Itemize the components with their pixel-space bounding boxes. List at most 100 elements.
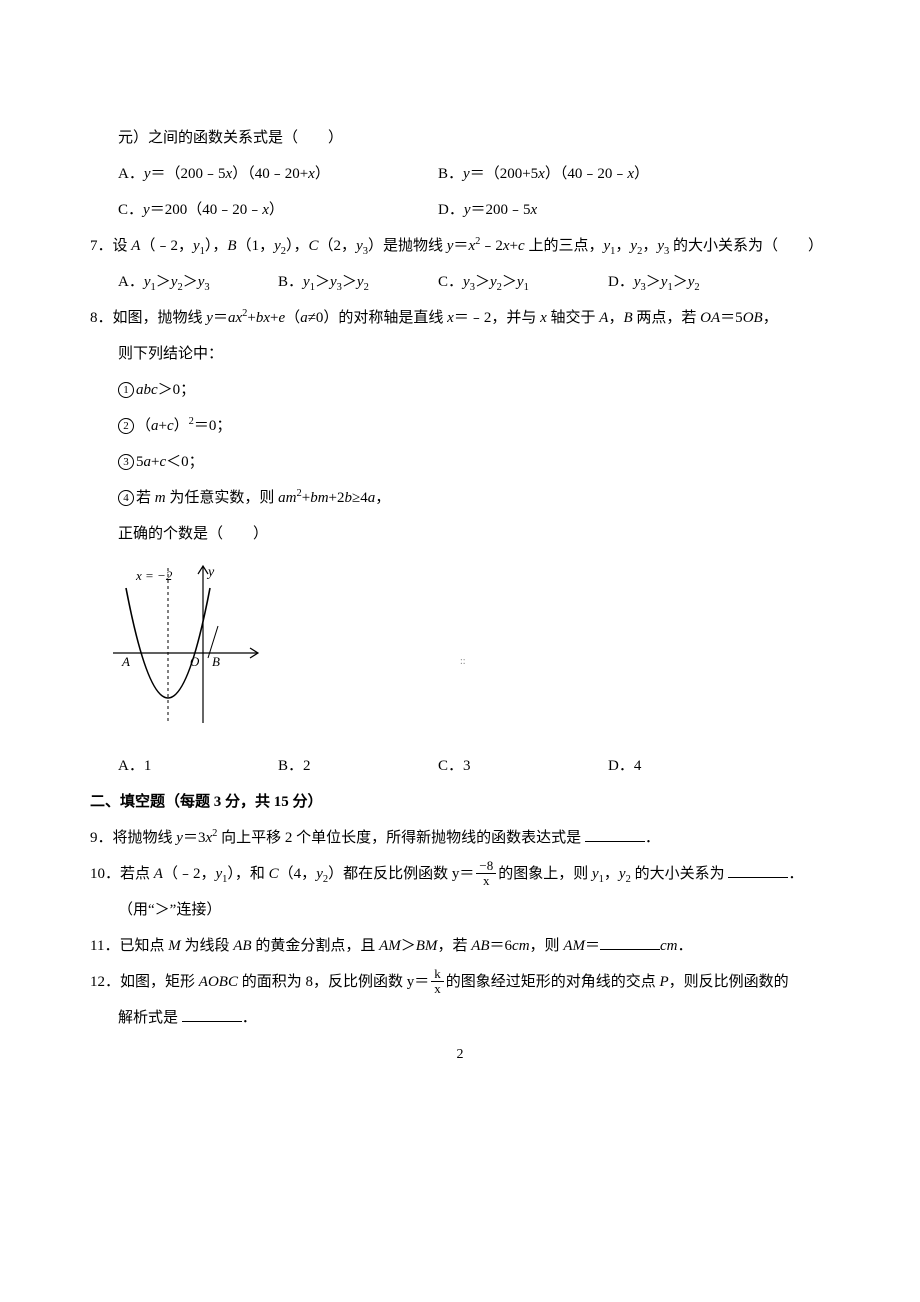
text: ）: [174, 418, 189, 434]
q6-option-c: C．y＝200（40﹣20﹣x）: [118, 192, 438, 228]
unit: cm: [660, 938, 678, 954]
text: 如图，矩形: [120, 974, 199, 990]
text: ＜0；: [166, 454, 204, 470]
text: ＝200（40﹣20﹣: [150, 202, 263, 218]
text: 如图，抛物线: [113, 310, 207, 326]
q8-option-a: A．1: [118, 748, 278, 784]
math-var: y: [463, 274, 470, 290]
frac-num: k: [431, 967, 444, 982]
text: （4，: [279, 866, 317, 882]
text: +: [510, 238, 518, 254]
q6-options-row2: C．y＝200（40﹣20﹣x） D．y＝200﹣5x: [90, 192, 830, 228]
text: ＞: [502, 274, 517, 290]
math-var: AB: [471, 938, 489, 954]
math-var: b: [345, 490, 353, 506]
text: +: [159, 418, 167, 434]
text: ），: [205, 238, 228, 254]
opt-label: C．: [118, 202, 143, 218]
q7-options: A．y1＞y2＞y3 B．y1＞y3＞y2 C．y3＞y2＞y1 D．y3＞y1…: [90, 264, 830, 300]
text: 为线段: [181, 938, 234, 954]
text: +: [270, 310, 278, 326]
text: ＞: [315, 274, 330, 290]
text: （: [136, 418, 151, 434]
circled-number-icon: 2: [118, 418, 134, 434]
text: ，: [763, 310, 778, 326]
math-var: C: [309, 238, 319, 254]
text: ，若: [437, 938, 471, 954]
text: ．: [645, 830, 660, 846]
text: ≠0）的对称轴是直线: [308, 310, 447, 326]
math-var: y: [193, 238, 200, 254]
q-number: 8．: [90, 310, 113, 326]
text: ≥4: [352, 490, 368, 506]
text: 两点，若: [633, 310, 701, 326]
math-var: y: [316, 866, 323, 882]
opt-label: A．: [118, 274, 144, 290]
math-var: C: [269, 866, 279, 882]
text: ，: [604, 866, 619, 882]
watermark-dot: ::: [460, 650, 464, 654]
opt-label: B．: [278, 274, 303, 290]
math-var: B: [227, 238, 236, 254]
text: ）: [315, 166, 330, 182]
opt-label: B．: [438, 166, 463, 182]
origin-label: O: [190, 654, 200, 669]
opt-label: A．: [118, 166, 144, 182]
q7-option-a: A．y1＞y2＞y3: [118, 264, 278, 300]
fill-blank: [585, 827, 645, 842]
sub: 2: [694, 282, 699, 293]
text: 为任意实数，则: [166, 490, 279, 506]
math-var: y: [517, 274, 524, 290]
q11-stem: 11．已知点 M 为线段 AB 的黄金分割点，且 AM＞BM，若 AB＝6cm，…: [90, 928, 830, 964]
text: 上的三点，: [525, 238, 604, 254]
math-var: x: [540, 310, 547, 326]
text: ＝5: [720, 310, 743, 326]
text: ）都在反比例函数 y＝: [328, 866, 474, 882]
text: ＞: [475, 274, 490, 290]
text: ＝3: [183, 830, 206, 846]
q8-option-b: B．2: [278, 748, 438, 784]
math-var: x: [531, 202, 538, 218]
text: 的图象经过矩形的对角线的交点: [446, 974, 660, 990]
text: 向上平移 2 个单位长度，所得新抛物线的函数表达式是: [217, 830, 585, 846]
math-var: c: [167, 418, 174, 434]
text: ，则反比例函数的: [669, 974, 789, 990]
math-var: y: [144, 166, 151, 182]
q8-stem-last: 正确的个数是（ ）: [90, 516, 830, 552]
q7-stem: 7．设 A（﹣2，y1），B（1，y2），C（2，y3）是抛物线 y＝x2﹣2x…: [90, 228, 830, 264]
text: ＝200﹣5: [471, 202, 531, 218]
math-var: y: [634, 274, 641, 290]
text: ．: [242, 1010, 257, 1026]
text: （﹣2，: [163, 866, 216, 882]
text: 已知点: [119, 938, 168, 954]
text: 的面积为 8，反比例函数 y＝: [238, 974, 429, 990]
math-var: a: [151, 418, 159, 434]
math-var: y: [206, 310, 213, 326]
math-var: y: [490, 274, 497, 290]
text: ）（40﹣20+: [232, 166, 308, 182]
q-number: 9．: [90, 830, 113, 846]
text: 将抛物线: [113, 830, 177, 846]
text: ＝6: [490, 938, 513, 954]
unit: cm: [512, 938, 530, 954]
text: ＝: [453, 238, 468, 254]
sub: 3: [204, 282, 209, 293]
text: 设: [113, 238, 132, 254]
text: ）是抛物线: [368, 238, 447, 254]
text: ），: [286, 238, 309, 254]
q6-options-row1: A．y＝（200﹣5x）（40﹣20+x） B．y＝（200+5x）（40﹣20…: [90, 156, 830, 192]
text: ＞: [342, 274, 357, 290]
q8-item1: 1abc＞0；: [90, 372, 830, 408]
text: 若: [136, 490, 155, 506]
text: 5: [136, 454, 144, 470]
math-var: a: [278, 490, 286, 506]
text: 的黄金分割点，且: [252, 938, 380, 954]
text: ．: [788, 866, 803, 882]
text: （: [285, 310, 300, 326]
q-number: 10．: [90, 866, 120, 882]
math-var: a: [144, 454, 152, 470]
math-var: y: [592, 866, 599, 882]
fraction: kx: [431, 967, 444, 995]
q8-option-c: C．3: [438, 748, 608, 784]
text: （2，: [319, 238, 357, 254]
